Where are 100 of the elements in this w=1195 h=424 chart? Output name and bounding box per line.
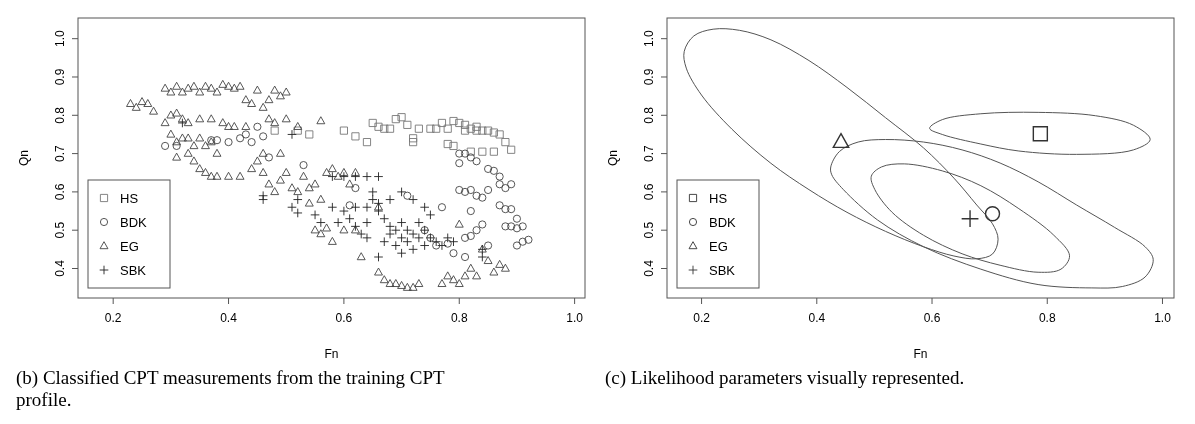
point [460,187,470,196]
point [460,233,470,242]
point [339,171,349,182]
point [385,229,395,239]
y-tick-label: 0.7 [642,144,656,162]
point [327,171,338,182]
point [409,138,418,147]
legend-label: EG [120,239,139,254]
point [172,141,181,150]
y-tick-label: 0.8 [53,106,67,124]
point [368,118,377,127]
point [484,241,493,250]
y-tick-label: 0.9 [642,68,656,86]
y-axis-title: Qn [17,149,31,167]
point [247,138,256,147]
point [409,134,418,143]
x-axis-title: Fn [913,347,928,361]
point [443,239,452,248]
point [495,180,504,189]
point [832,133,850,149]
y-tick-label: 0.4 [642,259,656,277]
x-axis-title: Fn [324,347,339,361]
point [287,129,297,140]
point [327,202,338,212]
point [455,159,464,168]
point [345,201,354,210]
point [443,124,452,133]
point [241,130,250,139]
point [339,206,349,216]
y-tick-label: 0.9 [53,68,67,86]
point [373,252,384,262]
point [437,203,447,212]
y-tick-label: 0.8 [642,106,656,124]
point [253,122,262,131]
x-tick-label: 1.0 [1154,311,1172,325]
point [495,172,504,181]
point [299,161,308,170]
point [960,209,980,228]
point [380,124,389,133]
y-tick-label: 0.6 [642,183,656,201]
point [426,124,435,133]
legend-label: SBK [709,263,736,278]
point [449,249,458,258]
legend-label: SBK [120,263,147,278]
point [414,124,423,133]
point [460,252,470,262]
point [333,217,343,228]
y-tick-label: 1.0 [642,30,656,48]
point [403,191,412,200]
point [367,187,378,197]
point [339,126,348,135]
point [397,113,406,122]
point [512,241,521,250]
point [460,126,470,135]
x-tick-label: 0.2 [104,311,122,325]
point [403,120,412,129]
point [472,122,481,131]
point [258,190,268,201]
point [396,248,407,258]
point [425,210,436,220]
point [455,185,464,195]
point [1032,125,1049,142]
point [437,118,447,127]
point [350,202,361,212]
point [501,138,510,147]
y-tick-label: 0.4 [53,259,67,277]
point [495,201,504,210]
point [501,205,510,214]
text: (c) Likelihood parameters visually represented. [605,367,965,389]
x-tick-label: 0.8 [450,311,468,325]
point [264,153,273,162]
point [472,226,481,235]
point [460,149,470,158]
point [419,202,430,212]
point [449,141,458,150]
point [408,194,418,205]
text: (b) Classified CPT measurements from the training CPT profile. [16,367,446,410]
point [207,136,216,145]
point [432,124,441,133]
point [507,145,516,154]
point [351,132,360,141]
point [501,184,510,193]
point [472,191,481,200]
point [177,118,188,128]
point [478,147,487,156]
point [293,126,302,135]
x-tick-label: 0.6 [923,311,941,325]
point [373,171,384,182]
point [512,214,521,223]
point [292,194,303,205]
point [478,220,487,229]
point [396,217,407,228]
x-tick-label: 0.4 [808,311,826,325]
point [362,138,372,147]
point [362,202,372,212]
point [310,210,320,220]
point [466,124,475,133]
point [477,252,488,262]
point [455,118,464,127]
y-axis-title: Qn [606,149,620,167]
